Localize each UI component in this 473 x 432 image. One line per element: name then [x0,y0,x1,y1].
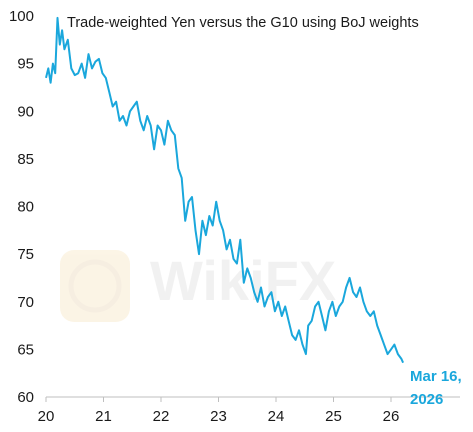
x-axis-tick-labels: 20 21 22 23 24 25 26 [38,397,400,425]
x-tick-label: 26 [383,408,400,425]
y-tick-label: 60 [17,389,34,406]
x-tick-label: 21 [95,408,112,425]
series-line-trade-weighted-yen [45,16,405,364]
watermark: WikiFX [60,249,336,322]
chart-title: Trade-weighted Yen versus the G10 using … [67,15,419,31]
y-tick-label: 100 [9,8,34,25]
x-tick-label: 22 [153,408,170,425]
watermark-logo-ring [68,259,122,313]
y-tick-label: 85 [17,151,34,168]
y-tick-label: 70 [17,294,34,311]
end-label-line-2: 2026 [410,391,443,408]
y-tick-label: 65 [17,341,34,358]
x-tick-label: 24 [268,408,285,425]
y-tick-label: 95 [17,56,34,73]
end-label-line-1: Mar 16, [410,368,462,385]
y-axis-tick-labels: 60 65 70 75 80 85 90 95 100 [9,8,34,406]
x-tick-label: 20 [38,408,55,425]
x-tick-label: 23 [210,408,227,425]
y-tick-label: 75 [17,246,34,263]
end-label: Mar 16, 2026 [410,368,462,408]
y-tick-label: 90 [17,103,34,120]
y-tick-label: 80 [17,199,34,216]
x-tick-label: 25 [325,408,342,425]
watermark-logo-icon [60,250,130,322]
